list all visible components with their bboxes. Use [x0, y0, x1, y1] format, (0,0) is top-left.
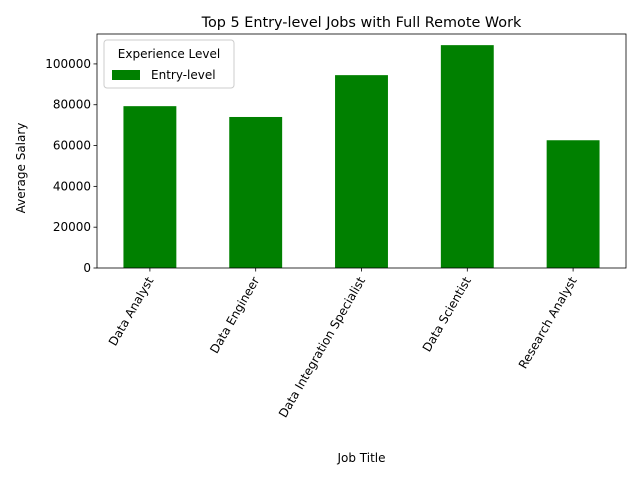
x-tick-label: Data Integration Specialist	[276, 274, 368, 420]
y-tick-label: 60000	[53, 139, 91, 153]
y-axis-label: Average Salary	[14, 123, 28, 214]
x-tick-label: Data Scientist	[420, 274, 474, 354]
legend-entry-label: Entry-level	[151, 68, 216, 82]
x-tick-label: Data Engineer	[207, 274, 262, 355]
chart-title: Top 5 Entry-level Jobs with Full Remote …	[201, 15, 522, 31]
bar-data-integration-specialist	[335, 75, 388, 269]
y-tick-label: 40000	[53, 179, 91, 193]
y-tick-label: 20000	[53, 220, 91, 234]
y-tick-label: 100000	[45, 57, 91, 71]
bar-data-analyst	[123, 106, 177, 268]
y-tick-label: 80000	[53, 98, 91, 112]
bar-research-analyst	[546, 140, 600, 268]
plot-frame	[96, 33, 627, 269]
bars	[123, 45, 600, 269]
x-axis: Data Analyst Data Engineer Data Integratio…	[106, 268, 580, 420]
legend-title: Experience Level	[118, 47, 220, 61]
x-tick-label: Data Analyst	[106, 274, 157, 348]
x-axis-label: Job Title	[336, 451, 385, 465]
y-axis: 0 20000 40000 60000 80000 100000	[45, 57, 97, 275]
x-tick-label: Research Analyst	[516, 274, 580, 371]
legend-swatch	[112, 70, 140, 80]
y-tick-label: 0	[83, 261, 91, 275]
bar-data-engineer	[229, 116, 283, 269]
bar-data-scientist	[440, 45, 494, 269]
legend: Experience Level Entry-level	[103, 39, 235, 89]
